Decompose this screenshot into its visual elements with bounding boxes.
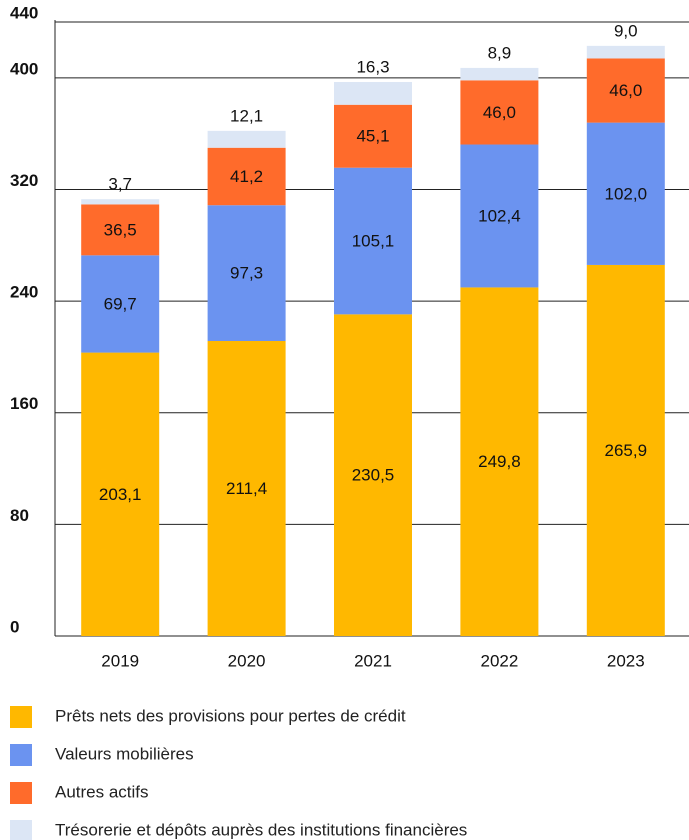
y-tick-label: 400	[10, 59, 38, 78]
legend-label: Autres actifs	[55, 782, 149, 801]
data-label: 9,0	[614, 21, 638, 40]
data-label: 46,0	[483, 103, 516, 122]
bar-segment	[586, 122, 665, 265]
legend-label: Valeurs mobilières	[55, 744, 194, 763]
data-label: 45,1	[356, 127, 389, 146]
data-label: 36,5	[104, 220, 137, 239]
x-tick-label: 2022	[480, 651, 518, 670]
bar-segment	[81, 255, 160, 353]
data-label: 105,1	[352, 232, 395, 251]
x-tick-label: 2019	[101, 651, 139, 670]
bar-segment	[334, 82, 412, 105]
bar-segment	[460, 80, 539, 145]
bar-segment	[81, 204, 160, 256]
legend-swatch	[10, 744, 32, 766]
data-label: 203,1	[99, 485, 142, 504]
legend-label: Trésorerie et dépôts auprès des institut…	[55, 820, 467, 839]
bar-segment	[81, 199, 160, 205]
data-label: 97,3	[230, 264, 263, 283]
bar-segment	[207, 147, 286, 206]
x-tick-label: 2020	[228, 651, 266, 670]
bar-segment	[207, 130, 286, 148]
legend-swatch	[10, 820, 32, 840]
data-label: 41,2	[230, 167, 263, 186]
bar-segment	[207, 341, 286, 636]
x-tick-label: 2021	[354, 651, 392, 670]
y-tick-label: 160	[10, 394, 38, 413]
y-tick-label: 320	[10, 171, 38, 190]
data-label: 265,9	[605, 441, 648, 460]
legend-swatch	[10, 706, 32, 728]
y-tick-label: 80	[10, 506, 29, 525]
data-label: 12,1	[230, 106, 263, 125]
bar-segment	[586, 58, 665, 123]
bar-segment	[207, 205, 286, 342]
data-label: 69,7	[104, 294, 137, 313]
y-tick-label: 440	[10, 3, 38, 22]
bar-segment	[81, 352, 160, 636]
bar-segment	[460, 144, 539, 288]
legend-swatch	[10, 782, 32, 804]
data-label: 8,9	[488, 43, 512, 62]
data-label: 3,7	[108, 175, 132, 194]
y-tick-label: 240	[10, 283, 38, 302]
bar-segment	[334, 314, 412, 636]
data-label: 102,4	[478, 206, 521, 225]
data-label: 211,4	[226, 479, 267, 498]
y-tick-label: 0	[10, 617, 19, 636]
legend-label: Prêts nets des provisions pour pertes de…	[55, 706, 406, 725]
x-tick-label: 2023	[607, 651, 645, 670]
bar-segment	[460, 67, 539, 81]
bar-segment	[334, 104, 412, 168]
data-label: 102,0	[605, 184, 648, 203]
data-label: 16,3	[356, 57, 389, 76]
bar-segment	[334, 167, 412, 315]
data-label: 249,8	[478, 452, 521, 471]
data-label: 46,0	[609, 81, 642, 100]
data-label: 230,5	[352, 466, 395, 485]
bar-segment	[586, 264, 665, 636]
bar-segment	[586, 45, 665, 59]
bar-segment	[460, 287, 539, 636]
